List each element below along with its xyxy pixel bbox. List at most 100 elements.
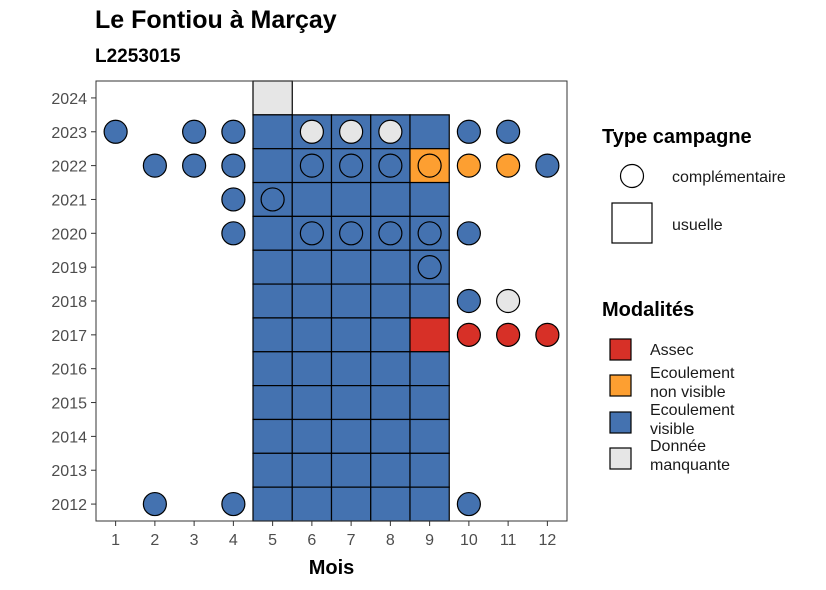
point-2018-10 xyxy=(456,288,481,314)
legend-label: manquante xyxy=(650,457,730,474)
x-tick-label: 2 xyxy=(150,532,159,549)
tile-2016-8 xyxy=(370,351,411,387)
tile-2012-6 xyxy=(291,486,333,522)
tile-2012-5 xyxy=(252,486,293,522)
tile-2024-5 xyxy=(252,80,293,116)
legend-label: Assec xyxy=(650,342,694,359)
point-2022-3 xyxy=(182,153,207,178)
legend-key-assec xyxy=(609,338,632,361)
tile-2017-9 xyxy=(409,317,450,353)
point-2020-10 xyxy=(456,221,481,246)
y-tick-label: 2015 xyxy=(51,396,87,413)
chart-title: Le Fontiou à Marçay xyxy=(95,6,337,34)
legend-title-modalites: Modalités xyxy=(602,299,694,321)
x-tick-label: 7 xyxy=(347,532,356,549)
x-tick-label: 5 xyxy=(268,532,277,549)
point-2022-11 xyxy=(496,153,521,178)
x-tick-label: 9 xyxy=(425,532,434,549)
point-2023-8 xyxy=(378,119,403,144)
y-tick-label: 2023 xyxy=(51,125,87,142)
point-2023-11 xyxy=(496,119,521,144)
x-tick-label: 11 xyxy=(500,532,517,549)
complementaire-points xyxy=(103,119,560,517)
x-tick-label: 10 xyxy=(460,532,478,549)
point-2022-12 xyxy=(535,153,560,178)
y-tick-label: 2022 xyxy=(51,159,87,176)
tile-2017-7 xyxy=(330,317,372,353)
x-tick-label: 8 xyxy=(386,532,395,549)
tile-2016-7 xyxy=(330,351,372,387)
tile-2015-6 xyxy=(291,385,333,421)
point-2023-3 xyxy=(182,119,207,144)
legend: Type campagne complémentaire usuelle Modali… xyxy=(602,126,786,474)
point-2022-8 xyxy=(378,153,403,178)
point-2017-10 xyxy=(456,322,481,347)
tile-2013-6 xyxy=(291,452,333,488)
tile-2018-8 xyxy=(370,283,411,319)
tile-2019-5 xyxy=(252,249,293,285)
y-axis: 2012 2013 2014 2015 2016 2017 2018 2019 2020 2021… xyxy=(51,91,96,514)
point-2021-4 xyxy=(221,187,246,212)
tile-2016-9 xyxy=(409,351,450,387)
tile-2014-6 xyxy=(291,418,333,454)
chart-subtitle: L2253015 xyxy=(95,46,181,67)
tile-2016-6 xyxy=(291,351,333,387)
y-tick-label: 2020 xyxy=(51,226,87,243)
tile-2023-9 xyxy=(409,114,450,150)
tile-2018-5 xyxy=(252,283,293,319)
point-2012-10 xyxy=(456,491,481,517)
y-tick-label: 2013 xyxy=(51,463,87,480)
tile-2021-7 xyxy=(330,181,372,217)
tile-2012-9 xyxy=(409,486,450,522)
point-2023-6 xyxy=(299,119,324,144)
legend-key-ecoulement-visible xyxy=(609,411,632,434)
legend-label: Ecoulement xyxy=(650,365,735,382)
tile-2014-5 xyxy=(252,418,293,454)
point-2020-9 xyxy=(417,221,442,246)
tile-2019-8 xyxy=(370,249,411,285)
point-2019-9 xyxy=(417,255,442,280)
point-2012-4 xyxy=(221,491,246,517)
x-tick-label: 1 xyxy=(111,532,120,549)
legend-label: Donnée xyxy=(650,438,706,455)
tile-2022-5 xyxy=(252,148,293,184)
point-2017-11 xyxy=(496,322,521,347)
legend-key-usuelle xyxy=(611,202,653,244)
tile-2015-7 xyxy=(330,385,372,421)
tile-2023-5 xyxy=(252,114,293,150)
point-2018-11 xyxy=(496,288,521,314)
tile-2012-7 xyxy=(330,486,372,522)
legend-label-complementaire: complémentaire xyxy=(672,169,786,186)
tile-2015-8 xyxy=(370,385,411,421)
tile-2013-9 xyxy=(409,452,450,488)
tile-2017-8 xyxy=(370,317,411,353)
y-tick-label: 2016 xyxy=(51,362,87,379)
point-2020-6 xyxy=(299,221,324,246)
x-tick-label: 6 xyxy=(307,532,316,549)
legend-label: non visible xyxy=(650,384,726,401)
tile-2014-9 xyxy=(409,418,450,454)
point-2023-10 xyxy=(456,119,481,144)
tile-2018-9 xyxy=(409,283,450,319)
tile-2017-5 xyxy=(252,317,293,353)
tile-2017-6 xyxy=(291,317,333,353)
tile-2014-7 xyxy=(330,418,372,454)
tile-2013-7 xyxy=(330,452,372,488)
point-2020-7 xyxy=(339,221,364,246)
point-2012-2 xyxy=(142,491,167,517)
tile-2015-5 xyxy=(252,385,293,421)
point-2023-4 xyxy=(221,119,246,144)
y-tick-label: 2018 xyxy=(51,294,87,311)
tile-2018-6 xyxy=(291,283,333,319)
y-tick-label: 2017 xyxy=(51,328,87,345)
tile-2013-5 xyxy=(252,452,293,488)
point-2022-10 xyxy=(456,153,481,178)
tile-2012-8 xyxy=(370,486,411,522)
legend-label: visible xyxy=(650,421,695,438)
tile-2014-8 xyxy=(370,418,411,454)
point-2023-7 xyxy=(339,119,364,144)
y-tick-label: 2024 xyxy=(51,91,87,108)
tile-2018-7 xyxy=(330,283,372,319)
point-2022-7 xyxy=(339,153,364,178)
